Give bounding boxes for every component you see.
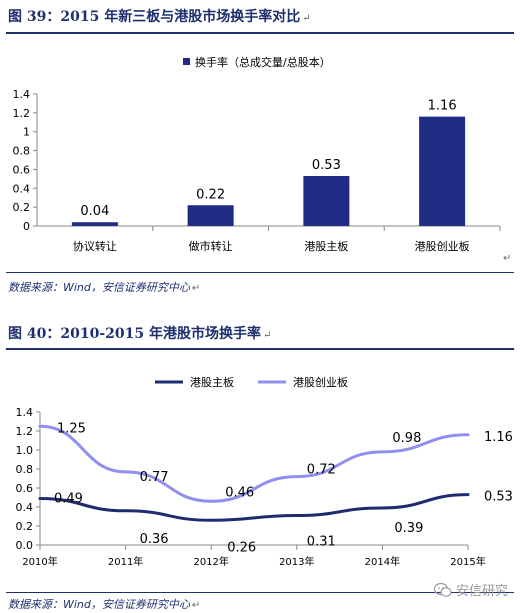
bar-value-label: 0.04: [80, 204, 109, 219]
x-tick-label: 2011年: [108, 555, 143, 568]
figure-39-top-rule: [6, 32, 514, 34]
bar: [419, 116, 466, 226]
bar-value-label: 1.16: [428, 99, 457, 114]
y-tick-label: 1: [23, 126, 30, 139]
data-label: 1.25: [57, 421, 86, 436]
figure-40-title-text: 图 40：2010-2015 年港股市场换手率: [8, 326, 261, 342]
legend-label: 港股主板: [190, 375, 234, 389]
legend: 港股主板 港股创业板: [155, 375, 348, 389]
y-tick-label: 0.6: [16, 482, 34, 495]
data-label: 0.77: [140, 470, 169, 485]
x-tick-group: 2010年 2011年 2012年 2013年 2014年 2015年: [22, 545, 486, 568]
x-category-label: 协议转让: [73, 239, 117, 253]
figure-39-source: 数据来源：Wind，安信证券研究中心 ↵: [8, 279, 200, 295]
figure-40-title: 图 40：2010-2015 年港股市场换手率 ↵: [8, 323, 271, 343]
series-group: 0.49 0.36 0.26 0.31 0.39 0.53 1.25 0.77 0.46 0.72…: [38, 421, 513, 555]
data-label: 0.36: [140, 532, 169, 547]
figure-39-title: 图 39：2015 年新三板与港股市场换手率对比 ↵: [8, 6, 311, 26]
data-label: 0.98: [392, 431, 421, 446]
legend-label: 换手率（总成交量/总股本）: [195, 55, 331, 69]
x-tick-label: 2015年: [450, 555, 485, 568]
data-label: 0.53: [484, 490, 513, 505]
legend-label: 港股创业板: [293, 375, 348, 389]
series-line: [38, 493, 470, 522]
figure-40-line-chart: 港股主板 港股创业板 0.0 0.2 0.4 0.6 0.8 1.0 1.2 1.4 2010年…: [16, 375, 513, 568]
bar-group: 0.04 0.22 0.53 1.16: [71, 99, 466, 226]
data-label: 1.16: [484, 430, 513, 445]
paragraph-mark-icon: ↵: [191, 600, 201, 611]
bar-value-label: 0.22: [196, 187, 225, 202]
y-tick-label: 0.0: [16, 539, 34, 552]
y-tick-label: 0.2: [16, 520, 34, 533]
x-category-label: 做市转让: [189, 239, 233, 253]
data-label: 0.26: [227, 540, 256, 555]
figure-39-bottom-rule: [6, 272, 514, 273]
x-tick-label: 2010年: [22, 555, 57, 568]
figure-39-bar-chart: 换手率（总成交量/总股本） 00.20.40.60.811.21.4 0.040…: [13, 55, 501, 253]
legend-swatch: [183, 58, 190, 65]
bar: [187, 205, 234, 226]
x-tick-label: 2012年: [193, 555, 228, 568]
data-label: 0.39: [394, 521, 423, 536]
x-category-label: 港股创业板: [415, 239, 470, 253]
figure-39-source-text: 数据来源：Wind，安信证券研究中心: [8, 281, 190, 294]
y-tick-label: 0.8: [13, 145, 31, 158]
data-label: 0.46: [225, 485, 254, 500]
figure-40-source: 数据来源：Wind，安信证券研究中心 ↵: [8, 596, 200, 612]
y-tick-label: 0.2: [13, 201, 31, 214]
data-label: 0.72: [307, 463, 336, 478]
figure-39-title-text: 图 39：2015 年新三板与港股市场换手率对比: [8, 9, 301, 25]
y-tick-label: 0.8: [16, 463, 34, 476]
y-tick-label: 1.0: [16, 444, 34, 457]
paragraph-mark-icon: ↵: [503, 253, 512, 264]
bar: [71, 222, 118, 226]
y-tick-label: 1.2: [16, 425, 34, 438]
y-tick-label: 1.2: [13, 107, 31, 120]
y-tick-label: 0: [23, 220, 30, 233]
x-tick-label: 2014年: [365, 555, 400, 568]
paragraph-mark-icon: ↵: [262, 330, 272, 341]
paragraph-mark-icon: ↵: [191, 283, 201, 294]
x-tick-label: 2013年: [279, 555, 314, 568]
data-label: 0.49: [54, 491, 83, 506]
paragraph-mark-icon: ↵: [302, 13, 311, 24]
x-label-group: 协议转让 做市转让 港股主板 港股创业板: [73, 226, 501, 253]
x-category-label: 港股主板: [304, 239, 348, 253]
y-tick-label: 0.6: [13, 163, 31, 176]
bar: [303, 176, 350, 226]
wechat-icon: [433, 582, 452, 597]
legend: 换手率（总成交量/总股本）: [183, 55, 331, 69]
y-tick-group: 0.0 0.2 0.4 0.6 0.8 1.0 1.2 1.4: [16, 406, 40, 552]
bar-value-label: 0.53: [312, 158, 341, 173]
figure-40-source-text: 数据来源：Wind，安信证券研究中心: [8, 598, 190, 611]
data-label: 0.31: [307, 535, 336, 550]
series-line: [38, 424, 470, 503]
watermark-text: 安信研究: [455, 584, 508, 599]
figure-40-bottom-rule: [6, 592, 514, 593]
y-tick-label: 1.4: [13, 88, 31, 101]
y-tick-group: 0 0.2 0.4 0.6 0.8 1 1.2 1.4: [13, 88, 37, 233]
figure-40-top-rule: [6, 348, 514, 350]
watermark: 安信研究: [433, 580, 508, 599]
y-tick-label: 1.4: [16, 406, 34, 419]
y-tick-label: 0.4: [13, 182, 31, 195]
y-tick-label: 0.4: [16, 501, 34, 514]
